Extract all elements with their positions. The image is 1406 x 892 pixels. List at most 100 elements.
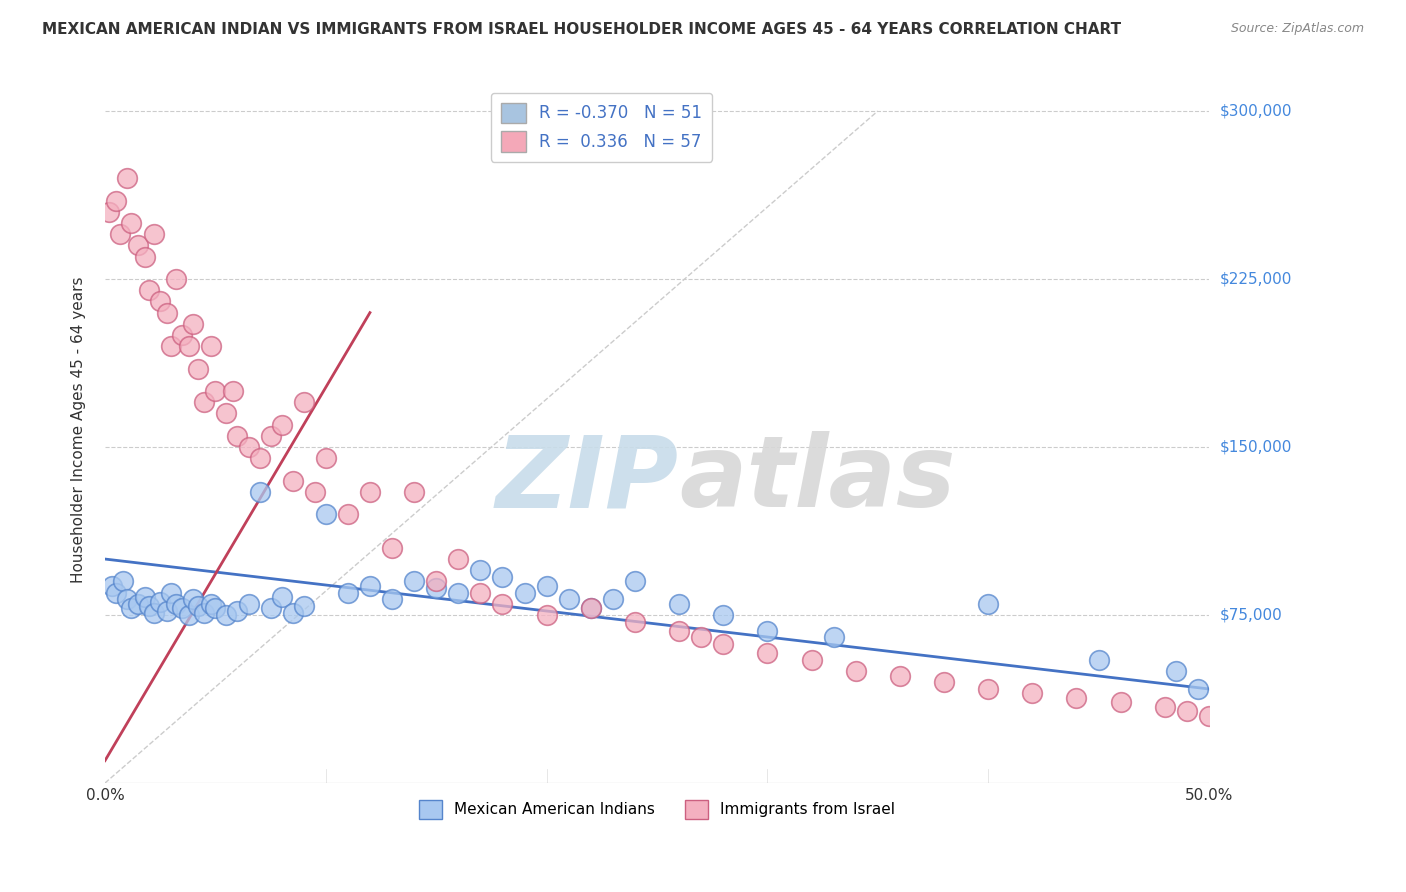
Point	[800, 653, 823, 667]
Point	[121, 601, 143, 615]
Point	[470, 585, 492, 599]
Point	[177, 608, 200, 623]
Point	[315, 508, 337, 522]
Point	[204, 601, 226, 615]
Point	[447, 585, 470, 599]
Point	[359, 579, 381, 593]
Point	[156, 603, 179, 617]
Point	[977, 597, 1000, 611]
Point	[138, 283, 160, 297]
Point	[1109, 695, 1132, 709]
Point	[425, 574, 447, 589]
Point	[127, 597, 149, 611]
Point	[1066, 690, 1088, 705]
Point	[711, 608, 734, 623]
Point	[932, 675, 955, 690]
Point	[845, 664, 868, 678]
Point	[121, 216, 143, 230]
Text: $75,000: $75,000	[1220, 607, 1282, 623]
Point	[115, 171, 138, 186]
Point	[668, 597, 690, 611]
Point	[138, 599, 160, 613]
Point	[249, 451, 271, 466]
Point	[149, 594, 172, 608]
Point	[491, 570, 513, 584]
Point	[111, 574, 134, 589]
Point	[105, 585, 128, 599]
Point	[187, 599, 209, 613]
Point	[491, 597, 513, 611]
Point	[304, 484, 326, 499]
Point	[624, 615, 647, 629]
Point	[172, 328, 194, 343]
Point	[536, 579, 558, 593]
Point	[98, 204, 121, 219]
Point	[238, 597, 260, 611]
Point	[404, 484, 426, 499]
Text: Source: ZipAtlas.com: Source: ZipAtlas.com	[1230, 22, 1364, 36]
Point	[1153, 699, 1175, 714]
Point	[187, 361, 209, 376]
Point	[690, 631, 713, 645]
Point	[142, 606, 165, 620]
Point	[1187, 681, 1209, 696]
Point	[160, 585, 183, 599]
Point	[1198, 709, 1220, 723]
Text: $225,000: $225,000	[1220, 271, 1292, 286]
Y-axis label: Householder Income Ages 45 - 64 years: Householder Income Ages 45 - 64 years	[72, 277, 86, 583]
Point	[823, 631, 845, 645]
Point	[425, 581, 447, 595]
Point	[381, 592, 404, 607]
Point	[447, 552, 470, 566]
Point	[1021, 686, 1043, 700]
Point	[1175, 704, 1198, 718]
Text: atlas: atlas	[679, 431, 956, 528]
Point	[149, 294, 172, 309]
Point	[110, 227, 132, 242]
Point	[579, 601, 602, 615]
Point	[281, 474, 304, 488]
Point	[226, 429, 249, 443]
Point	[711, 637, 734, 651]
Point	[536, 608, 558, 623]
Point	[359, 484, 381, 499]
Text: ZIP: ZIP	[496, 431, 679, 528]
Point	[889, 668, 911, 682]
Point	[292, 599, 315, 613]
Point	[249, 484, 271, 499]
Point	[977, 681, 1000, 696]
Point	[156, 305, 179, 319]
Point	[404, 574, 426, 589]
Point	[200, 339, 222, 353]
Point	[602, 592, 624, 607]
Text: MEXICAN AMERICAN INDIAN VS IMMIGRANTS FROM ISRAEL HOUSEHOLDER INCOME AGES 45 - 6: MEXICAN AMERICAN INDIAN VS IMMIGRANTS FR…	[42, 22, 1122, 37]
Point	[100, 579, 122, 593]
Point	[336, 508, 359, 522]
Legend: Mexican American Indians, Immigrants from Israel: Mexican American Indians, Immigrants fro…	[412, 794, 901, 825]
Point	[215, 608, 238, 623]
Point	[177, 339, 200, 353]
Point	[105, 194, 128, 208]
Point	[259, 429, 281, 443]
Point	[259, 601, 281, 615]
Point	[315, 451, 337, 466]
Point	[127, 238, 149, 252]
Point	[142, 227, 165, 242]
Point	[668, 624, 690, 638]
Text: $300,000: $300,000	[1220, 103, 1292, 119]
Point	[1087, 653, 1109, 667]
Point	[204, 384, 226, 398]
Point	[270, 417, 292, 432]
Point	[756, 646, 779, 660]
Point	[336, 585, 359, 599]
Point	[624, 574, 647, 589]
Point	[181, 592, 204, 607]
Point	[200, 597, 222, 611]
Point	[193, 606, 215, 620]
Point	[193, 395, 215, 409]
Point	[281, 606, 304, 620]
Point	[470, 563, 492, 577]
Point	[238, 440, 260, 454]
Point	[756, 624, 779, 638]
Point	[557, 592, 579, 607]
